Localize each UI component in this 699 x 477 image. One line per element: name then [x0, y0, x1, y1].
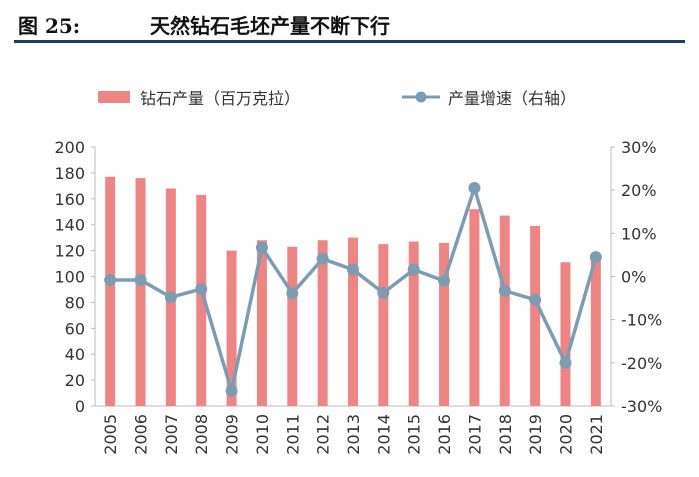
- bar-2012: [317, 240, 328, 406]
- left-tick-label: 200: [54, 138, 85, 157]
- right-tick-label: 10%: [621, 224, 657, 243]
- right-tick-label: 30%: [621, 138, 657, 157]
- left-tick-label: 60: [65, 319, 85, 338]
- growth-point-2017: [468, 182, 481, 195]
- bar-2021: [590, 254, 601, 406]
- left-tick-label: 100: [54, 268, 85, 287]
- left-tick-label: 40: [65, 345, 85, 364]
- bar-2005: [105, 176, 116, 406]
- x-tick-label: 2021: [587, 414, 606, 455]
- growth-point-2021: [589, 251, 602, 264]
- legend-bar-swatch: [98, 91, 130, 103]
- figure-label: 图 25:: [18, 14, 81, 38]
- growth-point-2016: [438, 274, 451, 287]
- growth-line-series: [104, 182, 602, 397]
- left-tick-label: 180: [54, 164, 85, 183]
- right-axis-ticks: -30% -20% -10% 0% 10% 20% 30%: [611, 138, 662, 416]
- bar-2010: [256, 240, 267, 406]
- x-tick-label: 2015: [405, 414, 424, 455]
- x-tick-label: 2012: [314, 414, 333, 455]
- growth-point-2014: [377, 286, 390, 299]
- x-tick-label: 2005: [101, 414, 120, 455]
- chart-title: 天然钻石毛坯产量不断下行: [150, 14, 390, 38]
- x-axis-ticks: 2005 2006 2007 2008 2009 2010 2011 2012 2013 2014…: [101, 414, 606, 455]
- bar-2011: [287, 246, 298, 406]
- bar-2014: [378, 244, 389, 406]
- x-tick-label: 2006: [132, 414, 151, 455]
- growth-point-2015: [407, 263, 420, 276]
- legend-line-label: 产量增速（右轴）: [448, 89, 576, 108]
- legend: 钻石产量（百万克拉） 产量增速（右轴）: [98, 89, 576, 108]
- growth-point-2019: [529, 293, 542, 306]
- bar-2020: [560, 262, 571, 406]
- legend-bar-label: 钻石产量（百万克拉）: [140, 89, 300, 108]
- left-tick-label: 120: [54, 242, 85, 261]
- growth-point-2020: [559, 356, 572, 369]
- growth-point-2006: [134, 273, 147, 286]
- figure-header: 图 25: 天然钻石毛坯产量不断下行: [14, 6, 685, 43]
- bar-2013: [348, 237, 358, 406]
- bar-2017: [469, 209, 480, 406]
- x-tick-label: 2010: [253, 414, 272, 455]
- growth-point-2011: [286, 287, 299, 300]
- x-tick-label: 2013: [344, 414, 363, 455]
- left-axis-ticks: 0 20 40 60 80 100 120 140 160 180 200: [54, 138, 95, 416]
- x-tick-label: 2007: [162, 414, 181, 455]
- x-tick-label: 2017: [465, 414, 484, 455]
- x-tick-label: 2019: [526, 414, 545, 455]
- growth-point-2007: [164, 291, 177, 304]
- growth-point-2005: [104, 273, 117, 286]
- growth-point-2008: [195, 283, 208, 296]
- x-tick-label: 2008: [192, 414, 211, 455]
- bar-2018: [499, 215, 510, 406]
- bar-2008: [196, 194, 207, 406]
- x-tick-label: 2016: [435, 414, 454, 455]
- left-tick-label: 80: [65, 293, 85, 312]
- x-tick-label: 2018: [496, 414, 515, 455]
- bar-series: [105, 176, 601, 406]
- left-tick-label: 160: [54, 190, 85, 209]
- growth-point-2010: [255, 241, 268, 254]
- growth-point-2018: [498, 284, 511, 297]
- growth-point-2013: [347, 263, 359, 276]
- bar-2006: [135, 178, 146, 406]
- growth-point-2012: [316, 252, 329, 265]
- right-tick-label: -10%: [621, 311, 662, 330]
- left-tick-label: 20: [65, 371, 85, 390]
- bar-2016: [439, 242, 450, 406]
- x-tick-label: 2011: [283, 414, 302, 455]
- bar-2015: [408, 241, 419, 406]
- growth-point-2009: [225, 384, 238, 397]
- left-tick-label: 0: [75, 397, 85, 416]
- bar-2009: [226, 250, 237, 406]
- right-tick-label: 0%: [621, 268, 646, 287]
- x-tick-label: 2014: [374, 414, 393, 455]
- right-tick-label: 20%: [621, 181, 657, 200]
- right-tick-label: -20%: [621, 354, 662, 373]
- x-tick-label: 2009: [223, 414, 242, 455]
- left-tick-label: 140: [54, 216, 85, 235]
- bar-2019: [530, 225, 541, 406]
- x-tick-label: 2020: [556, 414, 575, 455]
- legend-line-marker: [415, 91, 427, 103]
- right-tick-label: -30%: [621, 397, 662, 416]
